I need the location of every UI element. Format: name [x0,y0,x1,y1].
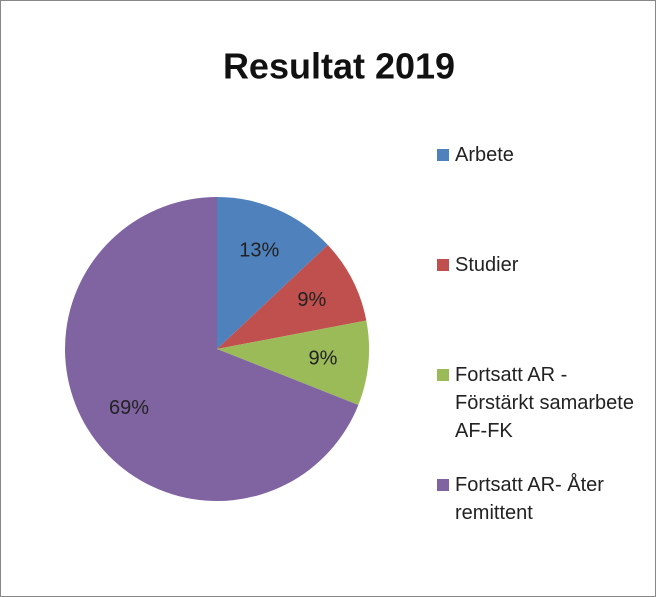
legend-label: Arbete [455,144,514,166]
legend-label: Fortsatt AR - Förstärkt samarbete AF-FK [455,364,634,442]
pie-slice [217,320,370,405]
legend-item: Studier [437,251,637,279]
data-label: 13% [239,240,279,262]
data-label: 69% [109,397,149,419]
pie-slice [217,197,328,349]
pie-slice [217,244,367,349]
legend-item: Fortsatt AR - Förstärkt samarbete AF-FK [437,361,637,445]
legend-swatch [437,369,449,381]
data-label: 9% [308,347,337,369]
chart-title: Resultat 2019 [223,46,455,87]
data-label: 9% [297,289,326,311]
pie-slice [64,197,359,501]
legend-item: Arbete [437,141,637,169]
legend-label: Studier [455,254,519,276]
legend-item: Fortsatt AR- Åter remittent [437,471,637,527]
legend-swatch [437,479,449,491]
legend-label: Fortsatt AR- Åter remittent [455,474,604,524]
legend-swatch [437,259,449,271]
legend-swatch [437,149,449,161]
